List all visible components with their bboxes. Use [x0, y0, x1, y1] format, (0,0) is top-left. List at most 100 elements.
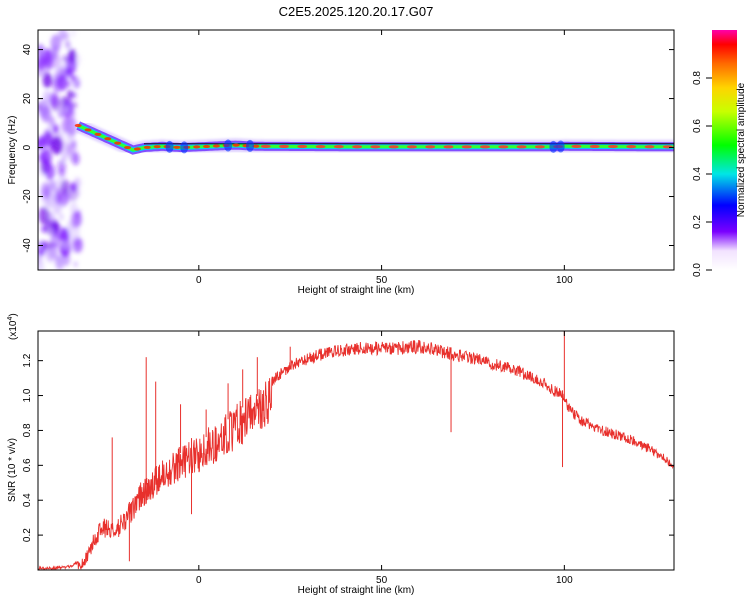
spectrogram-noise [38, 30, 83, 270]
snr-x-tick-label: 0 [196, 575, 202, 586]
snr-x-tick-label: 50 [376, 575, 388, 586]
colorbar-gradient [712, 30, 737, 270]
ridge-peak [607, 144, 618, 149]
colorbar-tick-label: 0.8 [692, 71, 703, 85]
ridge-peak [461, 145, 472, 149]
noise-blob [55, 255, 65, 270]
snr-panel: 0 50 100 0.2 0.4 0.6 0.8 1.0 1.2 Height of stra… [7, 313, 675, 596]
spectrogram-panel: 0 50 100 -40 -20 0 20 40 Height of straight li… [7, 29, 675, 296]
ridge-peak [104, 137, 112, 141]
noise-blob [56, 198, 60, 205]
colorbar: 0.0 0.2 0.4 0.6 0.8 Normalized spectral ampl… [692, 30, 747, 277]
spectrogram-y-tick-label: -40 [22, 238, 33, 253]
noise-blob [65, 40, 71, 50]
ridge-peak [173, 145, 181, 149]
ridge-peak [571, 144, 582, 148]
ridge-peak [534, 145, 545, 149]
ridge-peak [626, 145, 637, 149]
ridge-peak [212, 144, 220, 148]
ridge-peak [203, 144, 211, 149]
snr-y-tick-label: 0.2 [22, 528, 33, 542]
ridge-blob [556, 140, 565, 153]
ridge-peak [589, 144, 600, 149]
ridge-peak [480, 145, 491, 149]
colorbar-tick-label: 0.0 [692, 263, 703, 277]
snr-y-tick-label: 0.8 [22, 423, 33, 437]
ridge-peak [94, 132, 102, 136]
noise-blob [73, 102, 78, 109]
spectrogram-y-tick-label: 0 [22, 144, 33, 150]
noise-blob [66, 118, 78, 136]
ridge-peak [133, 147, 141, 151]
snr-x-ticks: 0 50 100 [196, 331, 573, 586]
noise-blob [40, 105, 52, 123]
noise-blob [47, 241, 53, 250]
figure-title: C2E5.2025.120.20.17.G07 [279, 4, 434, 19]
colorbar-tick-label: 0.4 [692, 167, 703, 181]
snr-y-tick-label: 1.0 [22, 388, 33, 402]
colorbar-tick-label: 0.6 [692, 119, 703, 133]
noise-blob [44, 69, 48, 75]
noise-blob [73, 261, 78, 267]
spectrogram-y-tick-label: 20 [22, 93, 33, 105]
noise-blob [64, 32, 70, 41]
ridge-peak [370, 145, 381, 149]
noise-blob [73, 177, 81, 189]
noise-blob [38, 246, 42, 254]
noise-blob [67, 89, 74, 100]
spectrogram-y-ticks: -40 -20 0 20 40 [22, 44, 674, 253]
ridge-peak [388, 145, 399, 149]
ridge-peak [232, 143, 240, 147]
colorbar-label: Normalized spectral amplitude [736, 82, 747, 217]
snr-y-tick-label: 0.4 [22, 493, 33, 507]
noise-blob [38, 135, 47, 149]
spectrogram-x-tick-label: 50 [376, 275, 388, 286]
noise-blob [52, 200, 62, 215]
noise-blob [45, 245, 56, 263]
snr-y-scale: (x104) [7, 313, 19, 340]
noise-blob [52, 124, 59, 134]
spectrogram-x-tick-label: 100 [556, 275, 573, 286]
ridge-peak [124, 145, 132, 150]
ridge-peak [297, 144, 308, 149]
noise-blob [38, 43, 45, 57]
noise-blob [42, 72, 53, 88]
snr-y-label: SNR (10 * v/v) [7, 438, 18, 502]
ridge-peak [143, 145, 151, 149]
noise-blob [50, 183, 56, 191]
noise-blob [60, 179, 70, 195]
noise-blob [52, 73, 62, 88]
ridge-peak [252, 144, 260, 148]
ridge-peak [193, 145, 201, 149]
ridge-blob [246, 139, 254, 152]
snr-background [38, 331, 674, 570]
spectrogram-ridge [74, 119, 674, 158]
snr-y-tick-label: 0.6 [22, 458, 33, 472]
noise-blob [54, 187, 62, 200]
noise-blob [59, 31, 66, 42]
ridge-peak [443, 145, 454, 149]
ridge-blob [180, 141, 189, 154]
noise-blob [67, 48, 77, 63]
noise-blob [41, 225, 47, 233]
snr-x-label: Height of straight line (km) [298, 585, 415, 596]
spectrogram-x-tick-label: 0 [196, 275, 202, 286]
snr-series-line [38, 339, 674, 570]
snr-y-ticks: 0.2 0.4 0.6 0.8 1.0 1.2 [22, 353, 674, 542]
ridge-blob [549, 140, 558, 153]
noise-blob [72, 92, 77, 99]
noise-blob [38, 102, 42, 112]
noise-blob [70, 30, 77, 38]
spectrogram-frame [37, 29, 675, 271]
noise-blob [52, 237, 57, 244]
colorbar-tick-label: 0.2 [692, 215, 703, 229]
noise-blob [59, 213, 64, 221]
ridge-peak [278, 144, 289, 149]
ridge-peak [333, 145, 344, 149]
noise-blob [71, 75, 81, 89]
noise-blob [53, 224, 63, 240]
colorbar-ticks: 0.0 0.2 0.4 0.6 0.8 [692, 71, 712, 277]
noise-blob [64, 66, 71, 76]
spectrogram-y-label: Frequency (Hz) [7, 116, 18, 185]
